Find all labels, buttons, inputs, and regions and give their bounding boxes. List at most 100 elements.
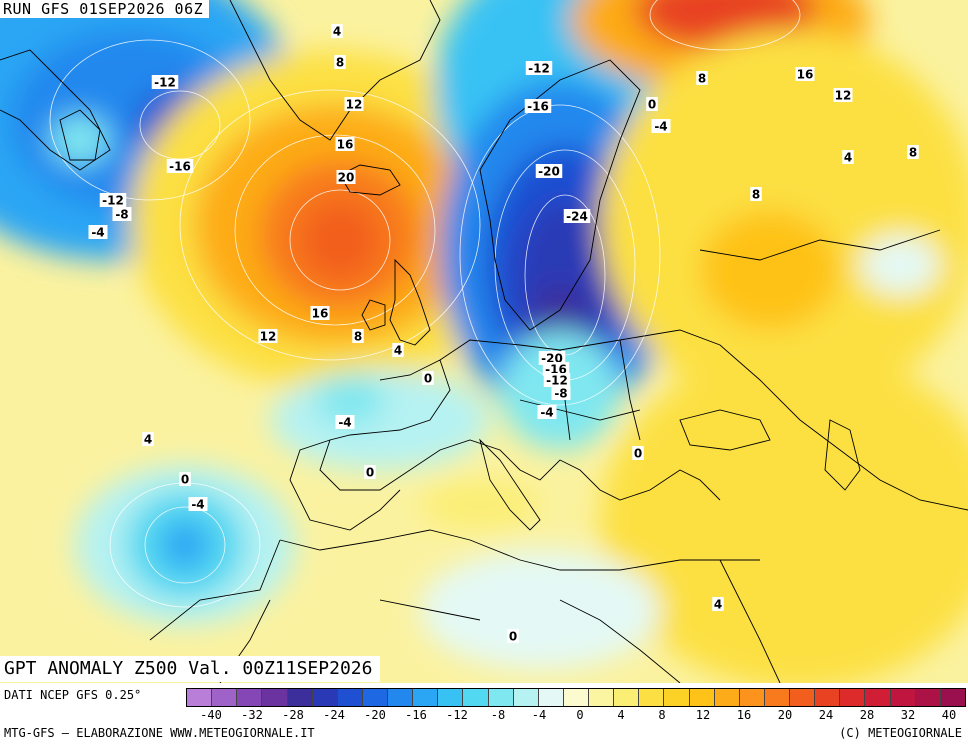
legend-swatch [463,689,489,706]
contour-label: -20 [535,164,563,179]
legend-swatch [689,689,715,706]
svg-text:16: 16 [312,307,329,321]
contour-label: 12 [344,97,364,112]
run-label: RUN GFS 01SEP2026 06Z [0,0,210,18]
svg-text:-12: -12 [546,374,568,388]
svg-text:0: 0 [424,372,432,386]
legend-swatch [790,689,816,706]
legend-tick: -40 [200,708,222,722]
contour-label: -12 [151,75,179,90]
svg-text:-16: -16 [527,100,549,114]
legend-swatch [840,689,866,706]
svg-text:0: 0 [634,447,642,461]
contour-label: 16 [795,67,815,82]
svg-text:4: 4 [844,151,852,165]
legend-swatch [237,689,263,706]
legend-swatch [915,689,941,706]
legend-tick: 40 [941,708,957,722]
contour-label: -4 [651,119,671,134]
svg-text:-12: -12 [154,76,176,90]
contour-label: -12 [543,373,571,388]
legend-swatch [212,689,238,706]
svg-text:0: 0 [366,466,374,480]
legend-swatch [890,689,916,706]
contour-label: 20 [336,170,356,185]
map-title: GPT ANOMALY Z500 Val. 00Z11SEP2026 [0,656,381,682]
legend-swatch [187,689,213,706]
svg-text:0: 0 [648,98,656,112]
svg-text:12: 12 [260,330,277,344]
svg-text:20: 20 [338,171,355,185]
svg-text:-8: -8 [554,387,567,401]
contour-label: 8 [696,71,708,86]
legend-swatch [940,689,965,706]
legend-tick: 12 [695,708,711,722]
contour-label: -4 [88,225,108,240]
contour-label: -4 [537,405,557,420]
legend-swatch [815,689,841,706]
contour-label: 0 [507,629,519,644]
svg-text:0: 0 [181,473,189,487]
svg-text:-4: -4 [191,498,204,512]
legend-swatch [262,689,288,706]
footer: DATI NCEP GFS 0.25° -40 -32 -28 -24 -20 -16 -1… [0,683,968,745]
svg-text:-20: -20 [538,165,560,179]
contour-label: 12 [258,329,278,344]
contour-label: -12 [525,61,553,76]
legend-tick: 24 [818,708,834,722]
svg-text:8: 8 [336,56,344,70]
svg-text:8: 8 [909,146,917,160]
color-legend [186,688,966,707]
svg-text:16: 16 [797,68,814,82]
svg-text:4: 4 [714,598,722,612]
contour-label: 8 [334,55,346,70]
legend-swatch [714,689,740,706]
contour-label: -24 [563,209,591,224]
svg-text:8: 8 [354,330,362,344]
legend-tick: 32 [900,708,916,722]
contour-lines [49,0,801,608]
svg-text:8: 8 [698,72,706,86]
contour-label: -4 [188,497,208,512]
svg-text:-4: -4 [338,416,351,430]
legend-swatch [614,689,640,706]
legend-tick: -16 [405,708,427,722]
anomaly-field [0,0,968,683]
legend-tick: 16 [736,708,752,722]
svg-text:-12: -12 [528,62,550,76]
contour-label: 0 [646,97,658,112]
svg-text:12: 12 [835,89,852,103]
svg-text:-4: -4 [654,120,667,134]
legend-tick: -4 [531,708,547,722]
contour-label: -16 [166,159,194,174]
svg-text:-8: -8 [115,208,128,222]
legend-swatch [337,689,363,706]
legend-swatch [664,689,690,706]
legend-swatch [362,689,388,706]
svg-text:4: 4 [144,433,152,447]
legend-tick: 20 [777,708,793,722]
contour-label: 4 [842,150,854,165]
legend-swatch [865,689,891,706]
contour-label: 0 [364,465,376,480]
contour-label: 0 [179,472,191,487]
legend-ticks: -40 -32 -28 -24 -20 -16 -12 -8 -4 0 4 8 12 16 20 24 28 32… [186,708,966,724]
contour-label: 0 [632,446,644,461]
legend-swatch [438,689,464,706]
legend-swatch [388,689,414,706]
legend-tick: 28 [859,708,875,722]
legend-swatch [513,689,539,706]
legend-tick: -20 [364,708,386,722]
contour-label: -12 [99,193,127,208]
svg-text:-4: -4 [540,406,553,420]
svg-text:0: 0 [509,630,517,644]
contour-label: -16 [524,99,552,114]
legend-swatch [589,689,615,706]
legend-swatch [312,689,338,706]
contour-label: -8 [551,386,571,401]
svg-text:4: 4 [394,344,402,358]
contour-label: 16 [310,306,330,321]
legend-swatch [488,689,514,706]
legend-tick: 0 [576,708,584,722]
